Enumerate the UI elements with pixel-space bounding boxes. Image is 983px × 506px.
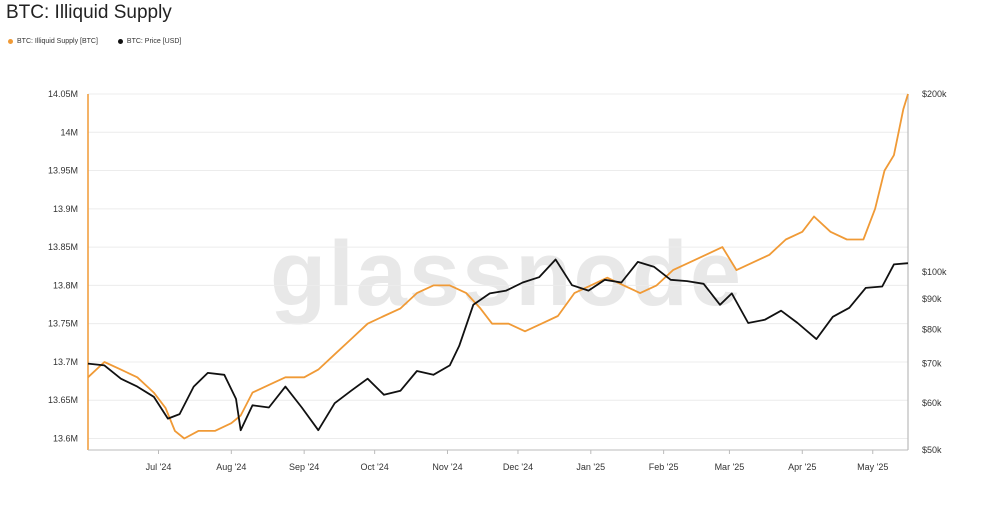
right-tick-label: $50k <box>922 445 942 455</box>
legend-item-supply[interactable]: BTC: Illiquid Supply [BTC] <box>8 38 98 45</box>
x-tick-label: Feb '25 <box>649 462 679 472</box>
chart-title: BTC: Illiquid Supply <box>6 2 172 23</box>
right-axis: $200k $100k $90k $80k $70k $60k $50k <box>907 89 947 455</box>
watermark: glassnode <box>270 223 743 325</box>
left-tick-label: 13.9M <box>53 204 78 214</box>
legend-label-price: BTC: Price [USD] <box>126 38 182 45</box>
x-tick-label: Dec '24 <box>503 462 533 472</box>
left-tick-label: 13.65M <box>48 395 78 405</box>
left-tick-label: 13.7M <box>53 357 78 367</box>
right-tick-label: $70k <box>922 359 942 369</box>
grid-lines <box>88 93 908 440</box>
x-tick-label: Apr '25 <box>788 462 816 472</box>
right-tick-label: $90k <box>922 294 942 304</box>
x-tick-label: Jul '24 <box>146 462 172 472</box>
x-tick-label: Nov '24 <box>432 462 462 472</box>
series-lines <box>87 93 909 440</box>
left-tick-label: 13.75M <box>48 319 78 329</box>
x-tick-label: Mar '25 <box>715 462 745 472</box>
left-tick-label: 14.05M <box>48 89 78 99</box>
x-tick-label: Jan '25 <box>576 462 605 472</box>
series-line-illiquid-supply <box>87 93 909 440</box>
legend-dot-supply <box>8 39 13 44</box>
legend-label-supply: BTC: Illiquid Supply [BTC] <box>17 38 98 45</box>
legend-item-price[interactable]: BTC: Price [USD] <box>117 38 182 45</box>
left-tick-label: 14M <box>60 127 78 137</box>
x-tick-label: Aug '24 <box>216 462 246 472</box>
left-axis: 14.05M 14M 13.95M 13.9M 13.85M 13.8M 13.75M 13.… <box>48 89 89 450</box>
right-tick-label: $100k <box>922 267 947 277</box>
right-tick-label: $60k <box>922 398 942 408</box>
right-tick-label: $200k <box>922 89 947 99</box>
right-tick-label: $80k <box>922 324 942 334</box>
x-tick-label: Sep '24 <box>289 462 319 472</box>
left-tick-label: 13.95M <box>48 166 78 176</box>
left-tick-label: 13.6M <box>53 434 78 444</box>
left-tick-label: 13.85M <box>48 242 78 252</box>
series-line-price <box>87 258 909 432</box>
x-tick-label: Oct '24 <box>361 462 389 472</box>
chart-legend: BTC: Illiquid Supply [BTC] BTC: Price [U… <box>8 38 181 45</box>
left-tick-label: 13.8M <box>53 280 78 290</box>
legend-dot-price <box>117 39 123 44</box>
x-axis: Jul '24 Aug '24 Sep '24 Oct '24 Nov '24 Dec '… <box>88 449 908 472</box>
x-tick-label: May '25 <box>857 462 888 472</box>
